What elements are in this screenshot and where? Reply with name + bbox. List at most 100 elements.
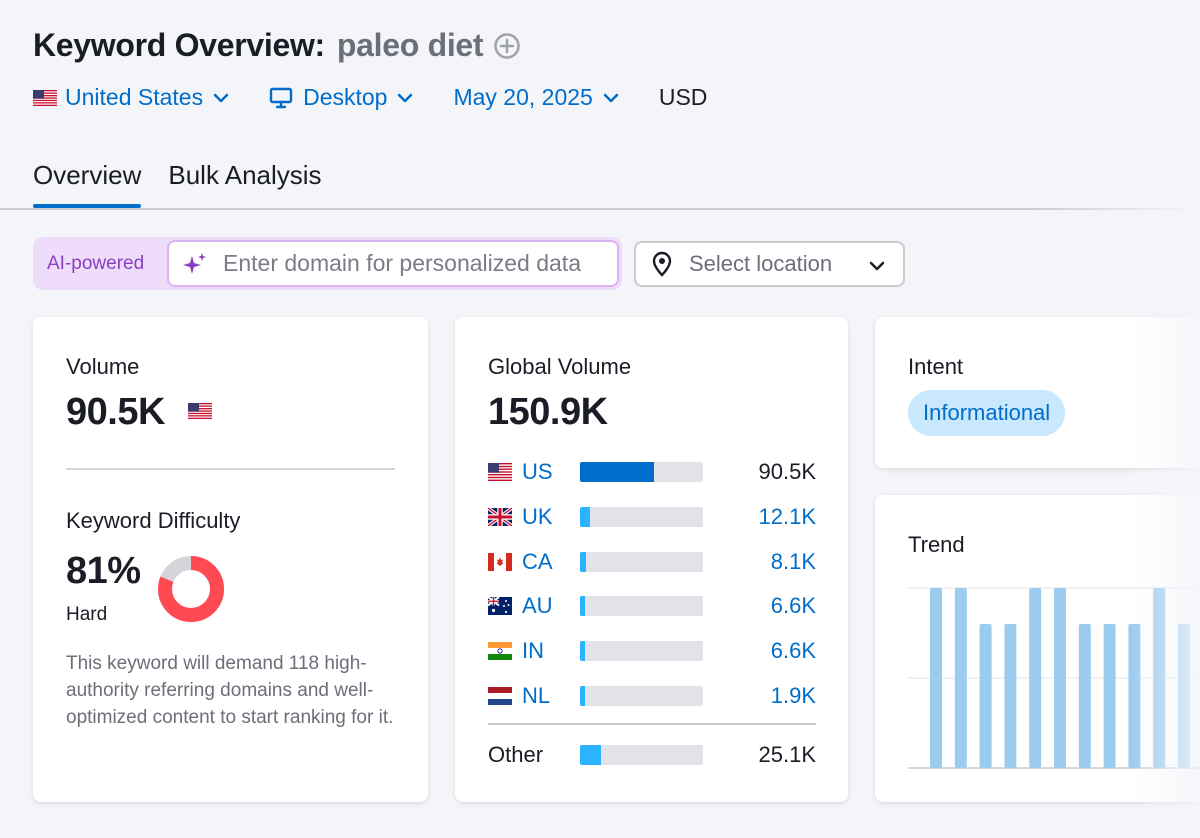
country-row-other: Other 25.1K [488,740,816,770]
country-volume[interactable]: 8.1K [770,548,816,574]
tab-overview[interactable]: Overview [33,160,142,208]
country-share-bar [580,462,703,482]
country-share-bar [580,641,703,662]
intent-card: Intent Informational [875,317,1200,468]
page-title: Keyword Overview: paleo diet [33,27,521,64]
country-volume-list: US 90.5K UK 12.1K CA 8.1K [488,457,816,726]
canada-flag-icon [488,552,512,571]
page-title-text: Keyword Overview: [33,27,325,63]
tabs-divider [0,208,1200,210]
intent-label: Intent [908,354,964,379]
uk-flag-icon [488,507,512,526]
trend-bar-chart [908,587,1200,769]
trend-bar[interactable] [979,624,992,768]
add-plus-icon[interactable] [493,32,521,60]
trend-bar[interactable] [1153,588,1166,768]
country-dropdown[interactable]: United States [33,84,229,111]
global-volume-divider [488,723,816,725]
trend-bar[interactable] [1054,588,1066,768]
country-code: NL [522,682,551,708]
country-label: United States [65,84,204,110]
country-share-bar [580,506,703,527]
india-flag-icon [488,642,512,661]
filters-bar: United States Desktop May 20, 2025 USD [33,84,747,111]
country-row-nl[interactable]: NL 1.9K [488,681,816,726]
kd-label: Keyword Difficulty [66,508,241,533]
trend-label: Trend [908,532,965,557]
country-volume[interactable]: 6.6K [770,593,816,619]
location-pin-icon [652,251,672,277]
country-share-fill [580,506,590,527]
other-label: Other [488,742,544,767]
country-share-fill [580,596,585,617]
sparkle-icon [183,252,206,274]
global-volume-value: 150.9K [488,391,608,433]
other-share-fill [580,745,601,765]
volume-label: Volume [66,354,140,379]
country-volume[interactable]: 12.1K [758,503,817,529]
us-flag-icon [188,403,212,419]
trend-card: Trend [875,495,1200,802]
global-volume-card: Global Volume 150.9K US 90.5K UK 12.1K [455,317,848,802]
date-dropdown[interactable]: May 20, 2025 [453,84,619,111]
chevron-down-icon [398,93,413,102]
chevron-down-icon [869,261,885,271]
country-share-fill [580,462,654,482]
tab-bar: Overview Bulk Analysis [33,160,349,208]
country-share-bar [580,596,703,617]
trend-bar[interactable] [930,588,942,768]
trend-bar[interactable] [1078,624,1091,768]
trend-bar[interactable] [954,588,967,768]
location-select[interactable]: Select location [634,241,905,287]
volume-value: 90.5K [66,391,165,433]
us-flag-icon [33,89,57,106]
trend-bar[interactable] [1128,624,1141,768]
domain-input-placeholder: Enter domain for personalized data [223,250,581,276]
country-code: UK [522,503,553,529]
kd-donut-chart [158,556,224,622]
country-volume[interactable]: 1.9K [770,682,816,708]
country-row-uk[interactable]: UK 12.1K [488,502,816,547]
country-row-us[interactable]: US 90.5K [488,457,816,502]
country-row-ca[interactable]: CA 8.1K [488,547,816,592]
domain-input[interactable]: Enter domain for personalized data [167,240,619,287]
global-volume-label: Global Volume [488,354,632,379]
country-share-fill [580,551,587,572]
country-row-in[interactable]: IN 6.6K [488,636,816,681]
country-share-fill [580,641,585,662]
country-volume[interactable]: 6.6K [770,638,816,664]
country-code: US [522,459,553,484]
trend-bar[interactable] [1029,588,1042,768]
card-divider [66,468,395,470]
kd-value: 81% [66,550,141,592]
other-share-bar [580,745,703,765]
date-label: May 20, 2025 [453,84,593,110]
country-share-fill [580,685,585,706]
trend-bar[interactable] [1004,624,1017,768]
chevron-down-icon [213,93,229,102]
kd-level: Hard [66,604,108,625]
us-flag-icon [488,463,512,481]
keyword-text: paleo diet [336,27,484,63]
netherlands-flag-icon [488,686,512,705]
ai-domain-box: AI-powered Enter domain for personalized… [33,237,622,290]
ai-powered-badge: AI-powered [47,252,145,274]
device-dropdown[interactable]: Desktop [269,84,413,111]
volume-card: Volume 90.5K Keyword Difficulty 81% Hard… [33,317,428,802]
device-label: Desktop [303,84,388,110]
country-row-au[interactable]: AU 6.6K [488,591,816,636]
currency-label: USD [658,84,708,110]
desktop-monitor-icon [269,87,293,108]
intent-badge: Informational [908,390,1066,436]
tab-bulk-analysis[interactable]: Bulk Analysis [168,160,322,190]
country-code: AU [522,593,553,619]
country-share-bar [580,685,703,706]
other-volume: 25.1K [758,742,817,767]
trend-bar[interactable] [1178,624,1190,768]
trend-bar[interactable] [1103,624,1116,768]
country-volume: 90.5K [758,459,817,484]
kd-description: This keyword will demand 118 high-author… [66,653,394,728]
country-code: CA [522,548,553,574]
chevron-down-icon [603,93,619,102]
country-share-bar [580,551,703,572]
